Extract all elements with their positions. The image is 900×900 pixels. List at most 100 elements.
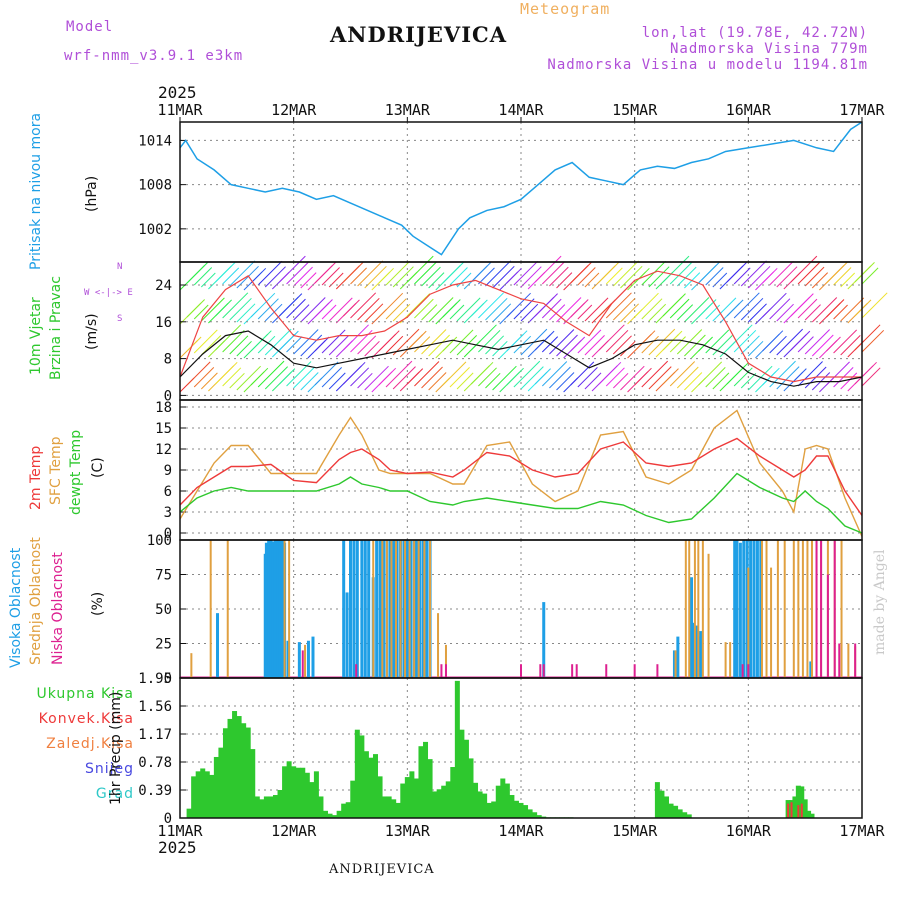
wind-barb (541, 298, 562, 319)
wind-barb (620, 365, 645, 391)
y-tick-label: 0 (164, 671, 172, 687)
precip-bar (413, 778, 419, 818)
bottom-date-tick: 15MAR (612, 822, 658, 840)
wind-barb (747, 303, 767, 323)
wind-barb (705, 267, 724, 286)
wind-barb (705, 304, 721, 320)
low-cloud-bar (747, 664, 750, 678)
precip-bar (213, 756, 219, 818)
wind-barb (478, 267, 495, 285)
panel-frame (179, 121, 863, 263)
precip-bar (241, 723, 247, 818)
wind-barb (811, 334, 834, 357)
y-tick-label: 1.95 (138, 671, 172, 687)
y-tick-label: 1014 (138, 133, 172, 149)
wind-barb (250, 267, 267, 284)
high-cloud-bar (690, 577, 693, 678)
precip-bar (459, 729, 465, 818)
low-cloud-bar (826, 574, 829, 678)
wind-barb (470, 361, 494, 385)
wind-barb (520, 266, 542, 288)
year-top: 2025 (158, 83, 197, 102)
wind-barb (200, 272, 216, 288)
wind-barb (584, 272, 600, 288)
wind-barb (740, 335, 760, 355)
wind-barb (485, 260, 512, 287)
high-cloud-bar (755, 540, 759, 678)
wind-barb (321, 267, 340, 286)
mid-cloud-bar (429, 540, 432, 678)
wind-barb (378, 292, 404, 318)
wind-barb (485, 335, 505, 355)
precip-bar (232, 711, 238, 818)
precip-conv-legend: Konvek.Kisa (38, 711, 134, 727)
top-date-tick: 13MAR (385, 101, 431, 119)
wind-barb (698, 261, 720, 284)
wind-barb (790, 255, 818, 283)
wind-barb (286, 298, 306, 319)
y-tick-label: 6 (164, 484, 172, 500)
wind-barb (193, 329, 218, 354)
precip-bar (259, 799, 265, 818)
mid-cloud-bar (840, 540, 843, 678)
wind-barb (648, 328, 676, 356)
wind-barb (293, 329, 319, 355)
wind-barb (414, 361, 440, 387)
precip-bar (432, 791, 438, 818)
wind-barb (250, 330, 272, 352)
high-cloud-bar (363, 540, 367, 678)
top-date-tick: 14MAR (498, 101, 544, 119)
precip-bar (395, 802, 401, 818)
high-cloud-bar (216, 613, 220, 678)
low-cloud-bar (440, 664, 443, 678)
wind-barb (343, 361, 366, 385)
wind-barb (364, 340, 380, 357)
wind-barb (733, 292, 760, 319)
precip-bar (227, 718, 233, 818)
wind-barb (776, 303, 794, 322)
wind-barb (556, 272, 573, 289)
wind-barb (861, 329, 885, 353)
precip-bar (663, 796, 669, 818)
wind-barb (747, 265, 771, 289)
wind-barb (762, 292, 787, 318)
precip-bar (400, 783, 406, 818)
meteogram-subtitle: Meteogram (520, 0, 611, 18)
wind-barb (200, 372, 218, 390)
high-cloud-bar (542, 602, 546, 678)
high-cloud-bar (306, 640, 310, 678)
high-cloud-bar (676, 636, 680, 678)
low-cloud-bar (820, 540, 823, 678)
wind-barb (662, 293, 686, 317)
wind-barb (840, 297, 865, 322)
wind-barb (556, 334, 578, 357)
precip-bar (200, 768, 206, 818)
wind-barb (449, 304, 465, 320)
footer-station: ANDRIJEVICA (329, 862, 435, 877)
wind-barb (421, 304, 438, 321)
wind-barb (279, 368, 296, 385)
precip-bar (409, 771, 415, 818)
high-cloud-bar (735, 540, 739, 678)
mid-cloud-bar (423, 540, 426, 678)
precip-bar (509, 795, 515, 818)
wind-barb (193, 367, 215, 388)
high-cloud-bar (276, 540, 280, 678)
wind-barb (293, 266, 313, 287)
mid-cloud-bar (381, 540, 384, 678)
wind-barb (797, 336, 814, 353)
mid-cloud-bar (697, 540, 700, 678)
y-tick-label: 25 (155, 637, 172, 653)
mid-cloud-bar (847, 643, 850, 678)
wind-barb (726, 262, 747, 283)
precip-bar (322, 810, 328, 818)
wind-barb (279, 255, 306, 283)
precip-bar (386, 796, 392, 818)
convective-bar (800, 803, 803, 818)
t2m-temp-line (179, 437, 863, 516)
wind-barb (577, 329, 602, 354)
wind-barb (620, 265, 643, 289)
high-cloud-bar (809, 661, 813, 678)
wind-barb (641, 360, 669, 388)
